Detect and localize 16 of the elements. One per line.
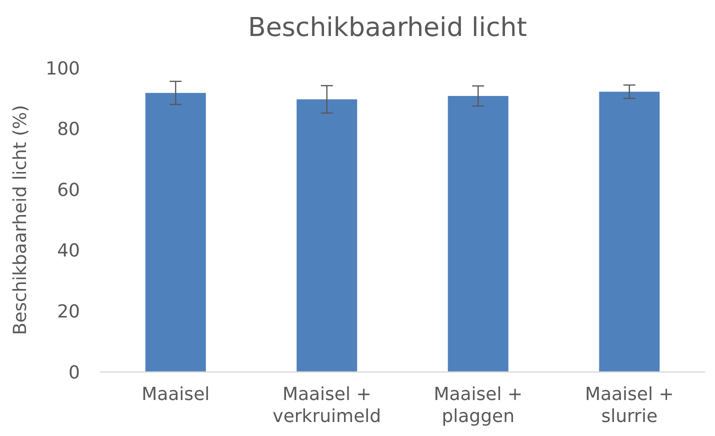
bar bbox=[145, 92, 206, 372]
y-tick-label: 20 bbox=[57, 302, 80, 322]
y-tick-label: 60 bbox=[57, 180, 80, 201]
x-tick-label: Maaisel + slurrie bbox=[584, 384, 674, 427]
bar bbox=[448, 96, 508, 372]
x-tick-label: Maaisel bbox=[142, 384, 210, 405]
bar bbox=[599, 92, 660, 372]
chart-title: Beschikbaarheid licht bbox=[248, 13, 527, 43]
x-tick-label: Maaisel + verkruimeld bbox=[272, 384, 382, 427]
y-tick-label: 80 bbox=[57, 119, 80, 140]
x-tick-label: Maaisel + plaggen bbox=[434, 384, 523, 427]
y-axis-title: Beschikbaarheid licht (%) bbox=[10, 105, 31, 335]
y-tick-label: 100 bbox=[46, 58, 80, 80]
y-tick-label: 0 bbox=[68, 362, 80, 384]
bar bbox=[296, 99, 358, 372]
y-tick-label: 40 bbox=[57, 240, 80, 262]
